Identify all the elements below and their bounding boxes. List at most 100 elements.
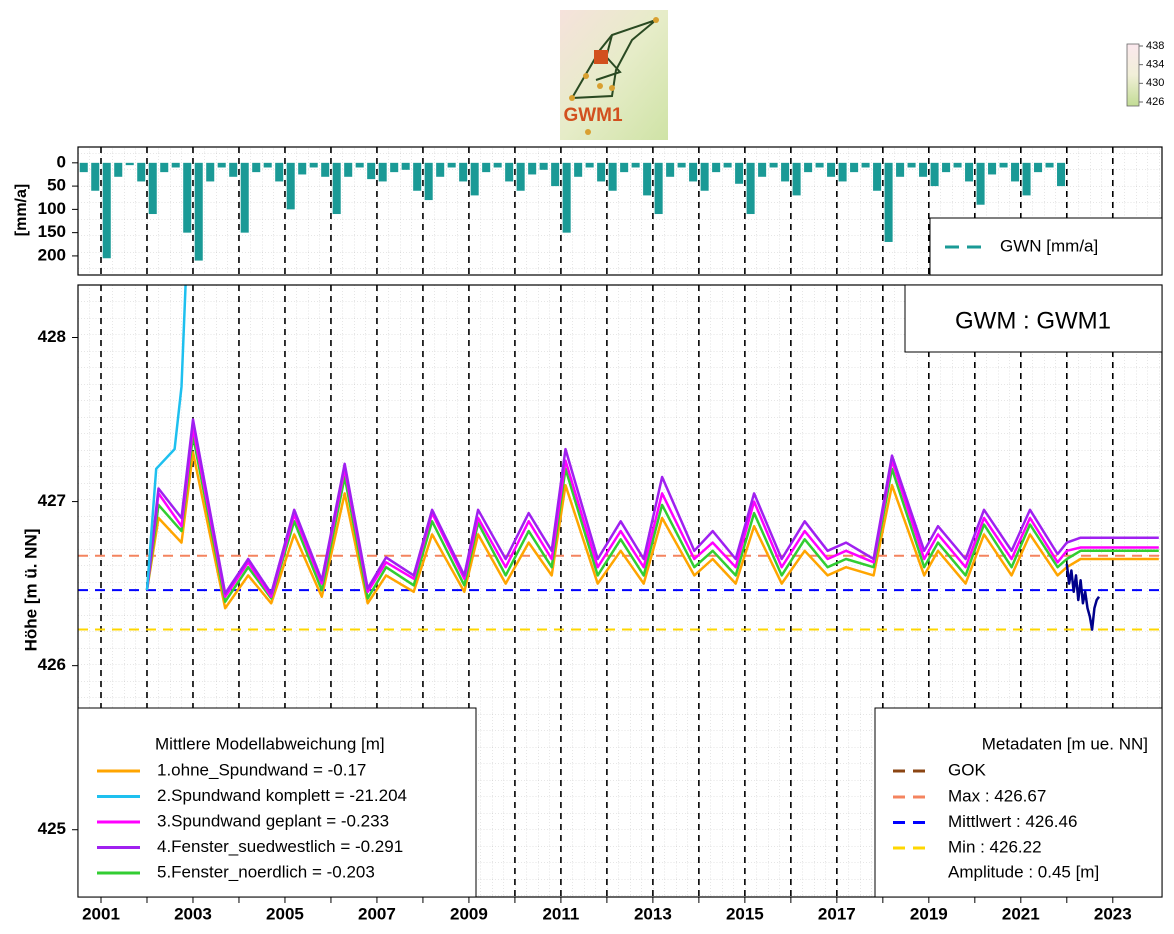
y-tick-label: 428 bbox=[38, 327, 66, 346]
x-tick-label: 2011 bbox=[542, 904, 579, 923]
bar bbox=[988, 163, 996, 175]
bar bbox=[517, 163, 525, 191]
bar bbox=[804, 163, 812, 172]
bar bbox=[103, 163, 111, 258]
legend-label: GWN [mm/a] bbox=[1000, 236, 1098, 255]
bar bbox=[873, 163, 881, 191]
x-tick-label: 2013 bbox=[634, 904, 672, 923]
bar bbox=[735, 163, 743, 184]
bar bbox=[632, 163, 640, 168]
bar bbox=[344, 163, 352, 177]
bar bbox=[758, 163, 766, 177]
bar bbox=[965, 163, 973, 182]
y-axis-label: Höhe [m ü. NN] bbox=[21, 529, 40, 652]
bar bbox=[712, 163, 720, 172]
colorbar-label: 426 bbox=[1146, 96, 1164, 108]
legend-title: Mittlere Modellabweichung [m] bbox=[155, 734, 385, 753]
legend-label: 3.Spundwand geplant = -0.233 bbox=[157, 811, 389, 830]
legend-title: Metadaten [m ue. NN] bbox=[982, 734, 1148, 753]
bar bbox=[91, 163, 99, 191]
bar bbox=[471, 163, 479, 196]
bar bbox=[1023, 163, 1031, 196]
colorbar bbox=[1127, 44, 1139, 106]
bar bbox=[252, 163, 260, 172]
bar bbox=[494, 163, 502, 168]
chart: GWM1 [mm/a] Höhe [m ü. NN] 438 434 430 426 0… bbox=[0, 0, 1174, 929]
colorbar-label: 434 bbox=[1146, 59, 1164, 71]
x-tick-label: 2017 bbox=[818, 904, 856, 923]
bar bbox=[390, 163, 398, 172]
bar bbox=[551, 163, 559, 186]
bar bbox=[862, 163, 870, 168]
bar bbox=[402, 163, 410, 170]
bar bbox=[942, 163, 950, 172]
bar bbox=[919, 163, 927, 177]
x-tick-label: 2009 bbox=[450, 904, 488, 923]
bar bbox=[574, 163, 582, 177]
x-tick-label: 2019 bbox=[910, 904, 948, 923]
bar bbox=[896, 163, 904, 177]
bar bbox=[229, 163, 237, 177]
bar bbox=[275, 163, 283, 182]
bar bbox=[666, 163, 674, 177]
bar bbox=[114, 163, 122, 177]
bar bbox=[770, 163, 778, 168]
bar bbox=[195, 163, 203, 261]
bar bbox=[1000, 163, 1008, 168]
bar bbox=[1057, 163, 1065, 186]
map-label: GWM1 bbox=[563, 105, 623, 126]
legend-label: Amplitude : 0.45 [m] bbox=[948, 862, 1099, 881]
bar bbox=[298, 163, 306, 175]
y-tick-label: 0 bbox=[57, 152, 66, 171]
x-tick-label: 2021 bbox=[1002, 904, 1040, 923]
bar bbox=[379, 163, 387, 182]
bar bbox=[954, 163, 962, 168]
bar bbox=[160, 163, 168, 172]
location-map: GWM1 bbox=[560, 10, 668, 140]
bar bbox=[425, 163, 433, 200]
bar bbox=[321, 163, 329, 177]
bar bbox=[793, 163, 801, 196]
x-tick-label: 2015 bbox=[726, 904, 764, 923]
bar bbox=[264, 163, 272, 168]
y-tick-label: 426 bbox=[38, 655, 66, 674]
bar bbox=[781, 163, 789, 182]
colorbar-label: 438 bbox=[1146, 40, 1164, 52]
bar bbox=[528, 163, 536, 175]
bar bbox=[620, 163, 628, 172]
bar bbox=[356, 163, 364, 168]
legend-label: Mittlwert : 426.46 bbox=[948, 812, 1077, 831]
legend-label: 4.Fenster_suedwestlich = -0.291 bbox=[157, 837, 403, 856]
bar bbox=[597, 163, 605, 182]
bar bbox=[413, 163, 421, 191]
bar bbox=[701, 163, 709, 191]
legend-label: 1.ohne_Spundwand = -0.17 bbox=[157, 760, 366, 779]
bar bbox=[172, 163, 180, 168]
x-tick-label: 2001 bbox=[82, 904, 120, 923]
bar bbox=[827, 163, 835, 177]
bar bbox=[241, 163, 249, 233]
bar bbox=[80, 163, 88, 172]
bar bbox=[333, 163, 341, 214]
bar bbox=[436, 163, 444, 177]
bar bbox=[816, 163, 824, 168]
colorbar-label: 430 bbox=[1146, 77, 1164, 89]
bar bbox=[609, 163, 617, 191]
bar bbox=[689, 163, 697, 182]
x-tick-label: 2003 bbox=[174, 904, 212, 923]
bar bbox=[908, 163, 916, 168]
legend-label: GOK bbox=[948, 760, 986, 779]
bar bbox=[126, 163, 134, 165]
legend-label: Min : 426.22 bbox=[948, 837, 1042, 856]
y-tick-label: 427 bbox=[38, 491, 66, 510]
bar-y-label: [mm/a] bbox=[13, 184, 30, 236]
x-tick-label: 2007 bbox=[358, 904, 396, 923]
bar bbox=[839, 163, 847, 182]
station-label: GWM : GWM1 bbox=[955, 307, 1111, 334]
x-tick-label: 2005 bbox=[266, 904, 304, 923]
y-tick-label: 50 bbox=[47, 176, 66, 195]
bar bbox=[885, 163, 893, 242]
bar bbox=[1046, 163, 1054, 168]
bar bbox=[678, 163, 686, 168]
bar bbox=[643, 163, 651, 196]
